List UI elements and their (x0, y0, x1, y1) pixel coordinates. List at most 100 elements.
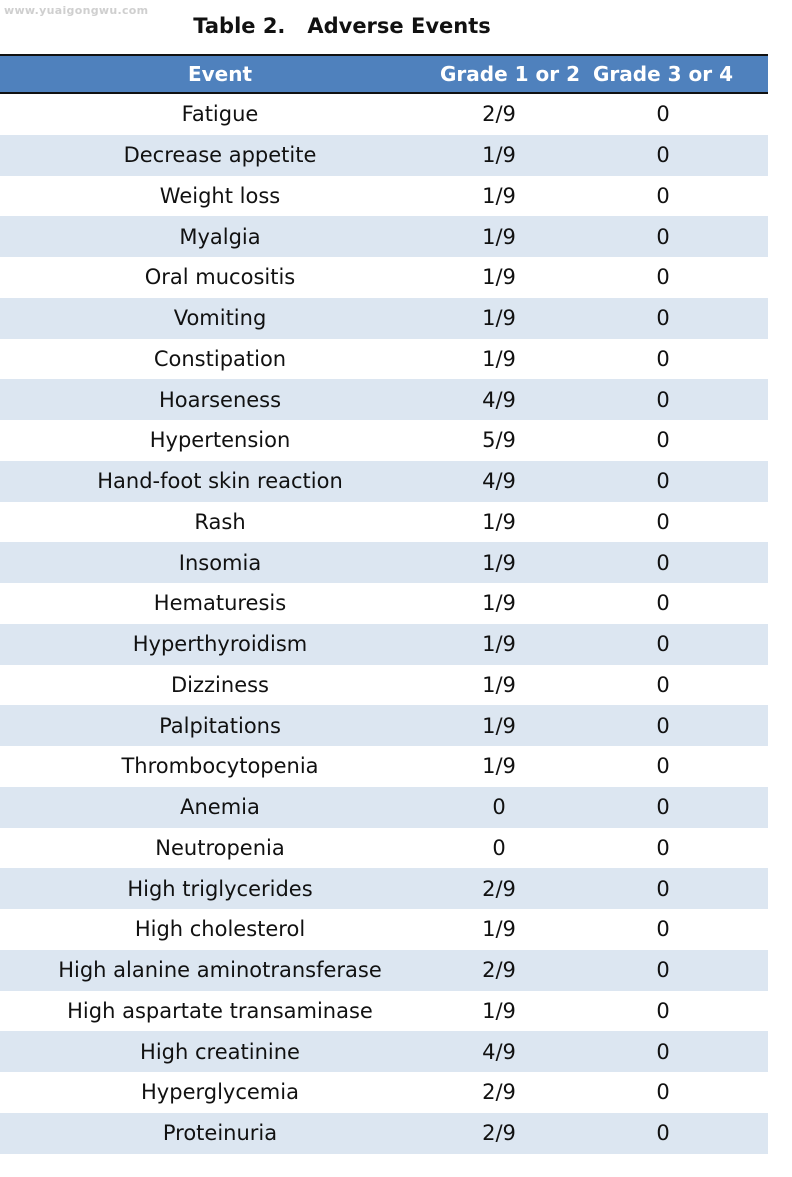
event-cell: Insomia (178, 550, 262, 575)
event-cell: Hand-foot skin reaction (97, 469, 343, 494)
event-cell: High triglycerides (127, 876, 313, 901)
grade-3-4-cell: 0 (656, 876, 670, 901)
column-header-event: Event (187, 62, 253, 86)
grade-3-4-cell: 0 (656, 835, 670, 860)
grade-3-4-cell: 0 (656, 591, 670, 616)
event-cell: Weight loss (159, 183, 281, 208)
grade-3-4-cell: 0 (656, 102, 670, 127)
table-row: Neutropenia 0 0 (0, 827, 768, 869)
event-cell: Oral mucositis (144, 265, 296, 290)
grade-1-2-cell: 1/9 (482, 550, 516, 575)
grade-3-4-cell: 0 (656, 795, 670, 820)
table-row: Anemia 0 0 (0, 786, 768, 828)
event-cell: Rash (194, 509, 246, 534)
event-cell: Hyperthyroidism (132, 632, 308, 657)
grade-1-2-cell: 1/9 (482, 998, 516, 1023)
event-cell: Hematuresis (153, 591, 287, 616)
grade-3-4-cell: 0 (656, 469, 670, 494)
table-row: High creatinine 4/9 0 (0, 1031, 768, 1072)
event-cell: Myalgia (179, 224, 261, 249)
grade-1-2-cell: 1/9 (482, 713, 516, 738)
table-row: High aspartate transaminase 1/9 0 (0, 990, 768, 1032)
table-row: Hoarseness 4/9 0 (0, 379, 768, 420)
grade-1-2-cell: 1/9 (482, 509, 516, 534)
grade-1-2-cell: 0 (492, 835, 506, 860)
grade-1-2-cell: 2/9 (482, 958, 516, 983)
grade-1-2-cell: 1/9 (482, 183, 516, 208)
table-row: Hand-foot skin reaction 4/9 0 (0, 460, 768, 502)
grade-3-4-cell: 0 (656, 754, 670, 779)
table-row: Hyperthyroidism 1/9 0 (0, 623, 768, 665)
table-body: Fatigue 2/9 0 Decrease appetite 1/9 0 Weight l… (0, 94, 768, 1154)
grade-1-2-cell: 1/9 (482, 917, 516, 942)
table-row: High alanine aminotransferase 2/9 0 (0, 949, 768, 991)
grade-3-4-cell: 0 (656, 387, 670, 412)
grade-3-4-cell: 0 (656, 672, 670, 697)
event-cell: High cholesterol (134, 917, 306, 942)
table-row: Palpitations 1/9 0 (0, 705, 768, 746)
table-row: Decrease appetite 1/9 0 (0, 134, 768, 176)
event-cell: Fatigue (181, 102, 259, 127)
table-row: Hematuresis 1/9 0 (0, 583, 768, 624)
event-cell: Thrombocytopenia (121, 754, 319, 779)
table-header-row: Event Grade 1 or 2 Grade 3 or 4 (0, 54, 768, 94)
grade-3-4-cell: 0 (656, 1080, 670, 1105)
grade-1-2-cell: 2/9 (482, 1121, 516, 1146)
grade-1-2-cell: 4/9 (482, 469, 516, 494)
grade-1-2-cell: 1/9 (482, 306, 516, 331)
grade-1-2-cell: 2/9 (482, 876, 516, 901)
table-row: Dizziness 1/9 0 (0, 664, 768, 706)
table-title: Table 2. Adverse Events (193, 14, 491, 38)
grade-3-4-cell: 0 (656, 509, 670, 534)
event-cell: Neutropenia (155, 835, 285, 860)
grade-1-2-cell: 2/9 (482, 102, 516, 127)
adverse-events-table: Event Grade 1 or 2 Grade 3 or 4 Fatigue 2… (0, 54, 768, 1154)
grade-3-4-cell: 0 (656, 998, 670, 1023)
table-row: High triglycerides 2/9 0 (0, 868, 768, 909)
grade-3-4-cell: 0 (656, 958, 670, 983)
table-row: Insomia 1/9 0 (0, 542, 768, 583)
event-cell: High alanine aminotransferase (58, 958, 382, 983)
grade-3-4-cell: 0 (656, 224, 670, 249)
grade-1-2-cell: 1/9 (482, 591, 516, 616)
grade-3-4-cell: 0 (656, 550, 670, 575)
event-cell: Vomiting (173, 306, 267, 331)
grade-3-4-cell: 0 (656, 183, 670, 208)
table-row: Myalgia 1/9 0 (0, 216, 768, 257)
grade-1-2-cell: 1/9 (482, 632, 516, 657)
grade-1-2-cell: 4/9 (482, 1039, 516, 1064)
event-cell: High creatinine (140, 1039, 300, 1064)
table-row: Weight loss 1/9 0 (0, 175, 768, 217)
grade-3-4-cell: 0 (656, 143, 670, 168)
grade-1-2-cell: 1/9 (482, 672, 516, 697)
grade-3-4-cell: 0 (656, 346, 670, 371)
event-cell: Hypertension (149, 428, 291, 453)
table-row: Proteinuria 2/9 0 (0, 1112, 768, 1154)
grade-1-2-cell: 2/9 (482, 1080, 516, 1105)
event-cell: Decrease appetite (123, 143, 317, 168)
event-cell: Proteinuria (162, 1121, 278, 1146)
event-cell: Hoarseness (158, 387, 282, 412)
event-cell: Palpitations (159, 713, 281, 738)
watermark: www.yuaigongwu.com (4, 4, 149, 17)
column-header-grade-1-2: Grade 1 or 2 (440, 62, 580, 86)
grade-1-2-cell: 0 (492, 795, 506, 820)
table-row: Constipation 1/9 0 (0, 338, 768, 380)
grade-1-2-cell: 1/9 (482, 346, 516, 371)
grade-3-4-cell: 0 (656, 1121, 670, 1146)
table-row: Vomiting 1/9 0 (0, 297, 768, 339)
event-cell: Constipation (153, 346, 287, 371)
table-row: High cholesterol 1/9 0 (0, 909, 768, 950)
event-cell: High aspartate transaminase (67, 998, 373, 1023)
table-row: Rash 1/9 0 (0, 501, 768, 543)
grade-3-4-cell: 0 (656, 428, 670, 453)
table-row: Thrombocytopenia 1/9 0 (0, 746, 768, 787)
grade-3-4-cell: 0 (656, 713, 670, 738)
grade-3-4-cell: 0 (656, 1039, 670, 1064)
grade-1-2-cell: 1/9 (482, 265, 516, 290)
grade-1-2-cell: 1/9 (482, 754, 516, 779)
grade-3-4-cell: 0 (656, 265, 670, 290)
column-header-grade-3-4: Grade 3 or 4 (593, 62, 733, 86)
grade-1-2-cell: 4/9 (482, 387, 516, 412)
table-row: Fatigue 2/9 0 (0, 94, 768, 135)
